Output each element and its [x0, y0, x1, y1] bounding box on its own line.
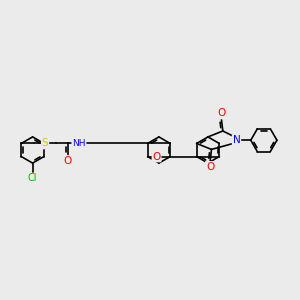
- Text: O: O: [64, 156, 72, 166]
- Text: N: N: [232, 135, 240, 145]
- Text: Cl: Cl: [28, 173, 37, 184]
- Text: O: O: [217, 109, 226, 118]
- Text: O: O: [152, 152, 160, 161]
- Text: NH: NH: [72, 139, 86, 148]
- Text: S: S: [42, 139, 48, 148]
- Text: O: O: [206, 162, 214, 172]
